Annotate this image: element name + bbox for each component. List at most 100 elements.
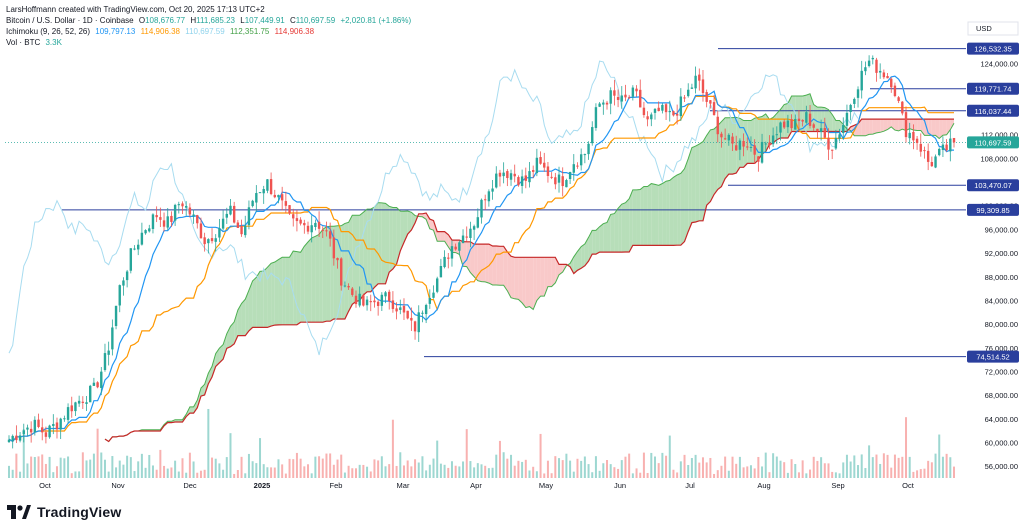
- symbol-title[interactable]: Bitcoin / U.S. Dollar · 1D · Coinbase: [6, 16, 134, 25]
- volume-bar: [251, 461, 254, 478]
- cloud-segment: [514, 257, 519, 300]
- volume-bar: [908, 456, 911, 478]
- tradingview-logo[interactable]: TradingView: [7, 504, 121, 520]
- volume-bar: [421, 456, 424, 478]
- ichimoku-chikou-value: 110,697.59: [185, 27, 225, 36]
- volume-bar: [155, 469, 158, 478]
- volume-bar: [148, 454, 151, 478]
- volume-bar: [539, 433, 542, 478]
- candle-body: [413, 321, 417, 332]
- volume-bar: [377, 460, 380, 478]
- cloud-segment: [263, 267, 268, 328]
- cloud-segment: [226, 326, 231, 349]
- volume-bar: [336, 459, 339, 478]
- volume-bar: [33, 457, 36, 478]
- candle-body: [181, 203, 184, 207]
- volume-bar: [166, 468, 169, 478]
- candle-body: [875, 59, 878, 73]
- volume-bar: [860, 454, 863, 478]
- volume-bar: [731, 456, 734, 478]
- candle-body: [904, 112, 908, 138]
- volume-bar: [495, 454, 498, 478]
- cloud-segment: [588, 230, 593, 261]
- candle-body: [277, 194, 280, 198]
- cloud-segment: [725, 117, 729, 179]
- cloud-segment: [481, 244, 486, 282]
- price-tag-label: 126,532.35: [974, 45, 1012, 54]
- volume-bar: [44, 463, 47, 478]
- candle-body: [59, 418, 62, 430]
- candle-body: [890, 78, 893, 88]
- ohlc-low: L107,449.91: [240, 16, 285, 25]
- volume-line: Vol · BTC 3.3K: [6, 37, 65, 48]
- volume-bar: [665, 455, 668, 478]
- volume-bar: [801, 460, 804, 478]
- candle-body: [450, 246, 454, 259]
- candle-body: [461, 235, 465, 244]
- candle-body: [945, 144, 948, 151]
- candle-body: [757, 156, 760, 162]
- volume-bar: [399, 452, 402, 478]
- volume-bar: [484, 465, 487, 478]
- cloud-segment: [326, 226, 331, 322]
- candle-body: [565, 180, 568, 188]
- volume-bar: [454, 465, 457, 478]
- cloud-segment: [230, 321, 235, 347]
- candle-body: [723, 138, 727, 140]
- volume-bar: [144, 467, 147, 478]
- cloud-segment: [706, 129, 711, 206]
- volume-bar: [199, 470, 202, 478]
- volume-bar: [388, 464, 391, 478]
- ichimoku-span-b-value: 114,906.38: [274, 27, 315, 36]
- candle-body: [657, 107, 660, 112]
- candle-body: [325, 230, 328, 232]
- ichimoku-label[interactable]: Ichimoku (9, 26, 52, 26): [6, 27, 91, 36]
- volume-bar: [532, 466, 535, 478]
- logo-text: TradingView: [37, 504, 122, 520]
- volume-bar: [905, 417, 908, 478]
- y-tick-label: 84,000.00: [985, 296, 1018, 305]
- cloud-segment: [577, 246, 582, 271]
- cloud-segment: [477, 244, 482, 282]
- price-chart[interactable]: 124,000.00120,000.00116,000.00112,000.00…: [0, 0, 1024, 500]
- candle-body: [506, 171, 509, 179]
- candle-body: [232, 205, 236, 223]
- candle-body: [867, 60, 871, 67]
- cloud-segment: [702, 135, 707, 221]
- y-tick-label: 124,000.00: [980, 60, 1018, 69]
- volume-bar: [742, 467, 745, 478]
- candle-body: [801, 119, 804, 122]
- volume-bar: [897, 457, 900, 478]
- cloud-segment: [928, 119, 932, 136]
- candle-body: [177, 204, 181, 206]
- candle-body: [41, 427, 44, 433]
- candle-body: [144, 230, 147, 234]
- candle-body: [768, 142, 771, 146]
- volume-label[interactable]: Vol · BTC: [6, 38, 41, 47]
- candle-body: [878, 70, 882, 73]
- cloud-segment: [551, 257, 556, 287]
- candle-body: [808, 113, 812, 126]
- volume-bar: [233, 473, 236, 478]
- price-tag-label: 74,514.52: [976, 353, 1009, 362]
- cloud-segment: [260, 270, 264, 328]
- volume-bar: [417, 462, 420, 478]
- cloud-segment: [688, 147, 692, 232]
- cloud-segment: [355, 215, 360, 302]
- volume-value: 3.3K: [45, 38, 62, 47]
- candle-body: [148, 228, 151, 232]
- cloud-segment: [374, 202, 379, 288]
- candle-body: [524, 175, 527, 181]
- candle-body: [15, 435, 18, 441]
- candle-body: [199, 223, 203, 239]
- price-tag-bg: [967, 203, 1019, 216]
- candle-body: [609, 90, 612, 104]
- volume-bar: [288, 458, 291, 478]
- volume-bar: [794, 463, 797, 478]
- volume-bar: [133, 471, 136, 478]
- cloud-segment: [669, 177, 674, 246]
- cloud-segment: [525, 257, 530, 308]
- cloud-segment: [396, 207, 401, 264]
- candle-body: [938, 148, 941, 156]
- candle-body: [627, 97, 631, 99]
